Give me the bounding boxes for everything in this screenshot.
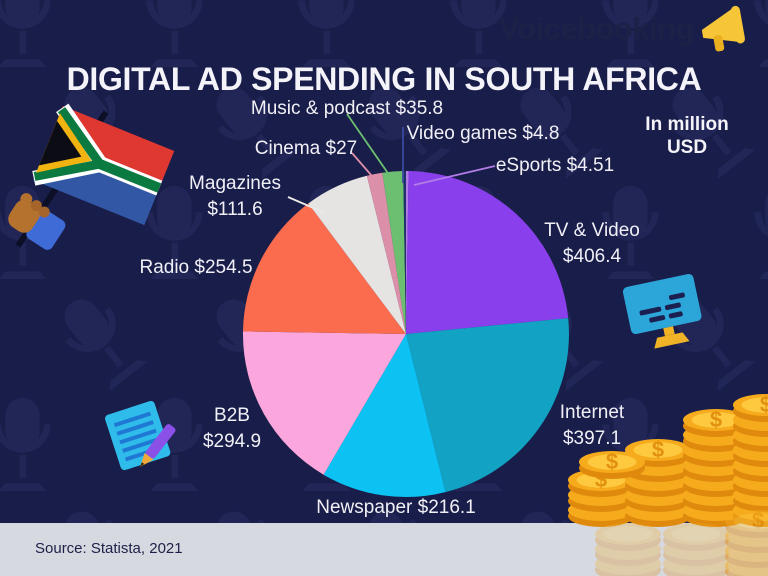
pie-slice-b2b	[242, 331, 406, 475]
pie-slice-esports	[406, 170, 409, 334]
slice-label-b2b: B2B $294.9	[202, 405, 262, 452]
slice-label-newspaper: Newspaper $216.1	[316, 497, 476, 518]
pie-slice-tv-video	[406, 171, 569, 334]
pie-slice-music-podcast	[382, 171, 406, 334]
slice-label-internet: Internet $397.1	[559, 402, 625, 449]
pie-slice-cinema	[366, 172, 406, 334]
leader-line-music-podcast	[346, 113, 395, 183]
unit-note: In million USD	[612, 113, 762, 159]
unit-note-line1: In million	[645, 114, 729, 135]
source-note: Source: Statista, 2021	[35, 540, 183, 557]
pie-slice-radio	[243, 203, 406, 334]
page-title: DIGITAL AD SPENDING IN SOUTH AFRICA	[66, 61, 702, 98]
slice-label-esports: eSports $4.51	[495, 155, 615, 176]
slice-label-video-games: Video games $4.8	[406, 123, 560, 144]
slice-label-radio: Radio $254.5	[139, 257, 253, 278]
brand-logo: Voicebooking	[499, 5, 752, 52]
leader-line-magazines	[287, 196, 326, 214]
brand-name: Voicebooking	[499, 11, 694, 46]
megaphone-icon	[701, 5, 745, 52]
pie-slice-magazines	[308, 175, 406, 334]
slice-label-cinema: Cinema $27	[254, 138, 358, 159]
pie-slice-newspaper	[323, 334, 446, 497]
leader-line-esports	[413, 165, 496, 186]
pie-slice-internet	[406, 318, 569, 493]
unit-note-line2: USD	[666, 137, 708, 158]
slice-label-magazines: Magazines $111.6	[189, 173, 281, 220]
slice-label-tv-video: TV & Video $406.4	[544, 220, 640, 267]
pie-slice-video-games	[403, 170, 406, 334]
leader-line-cinema	[351, 152, 379, 184]
footer-bar: Source: Statista, 2021	[0, 523, 768, 576]
slice-label-music-podcast: Music & podcast $35.8	[250, 98, 444, 119]
